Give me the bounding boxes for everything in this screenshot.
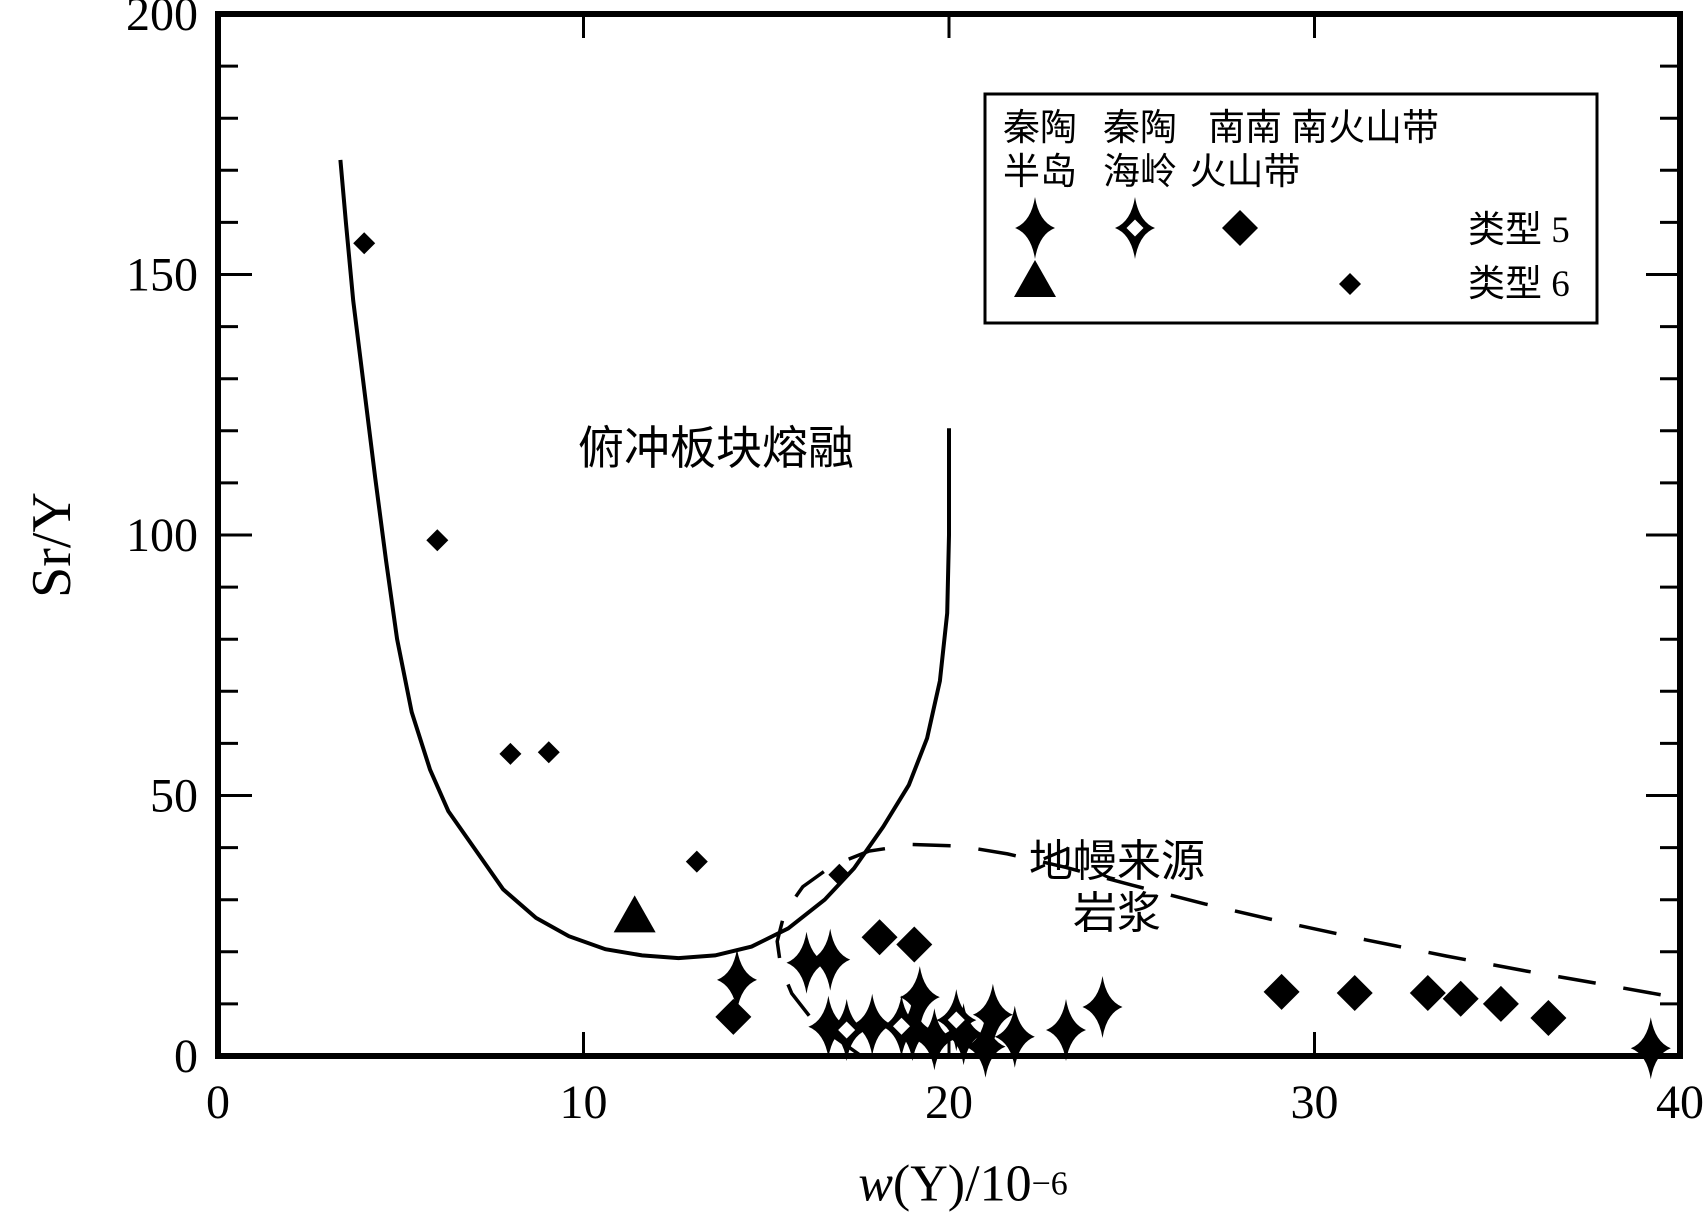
point-star-filled <box>717 948 757 1011</box>
legend-type6-label: 类型 6 <box>1468 264 1570 305</box>
point-diamond-large <box>1336 974 1373 1011</box>
legend-header: 半岛 <box>1003 151 1077 193</box>
point-star-open-center <box>1126 219 1144 237</box>
x-tick-label: 40 <box>1656 1076 1704 1129</box>
legend-type5-label: 类型 5 <box>1468 210 1570 251</box>
point-diamond-large <box>1442 980 1479 1017</box>
legend-header: 南火山带 <box>1291 108 1439 149</box>
series-triangle <box>613 895 656 933</box>
mantle-field-label-line1: 地幔来源 <box>1029 837 1205 887</box>
point-star-filled <box>965 1015 1006 1078</box>
point-star-filled <box>808 995 849 1058</box>
point-diamond-large <box>1530 999 1567 1036</box>
point-star-open-center <box>892 1017 910 1035</box>
subduction-melt-curve <box>338 159 951 961</box>
point-star-filled <box>786 931 827 994</box>
y-tick-label: 200 <box>126 0 198 41</box>
legend-box <box>983 92 1599 325</box>
point-star-filled <box>852 993 893 1056</box>
x-tick-label: 30 <box>1291 1076 1339 1129</box>
legend-header: 秦陶 <box>1003 107 1077 149</box>
point-star-filled <box>994 1005 1035 1068</box>
point-diamond-small <box>537 741 560 764</box>
legend-star-filled-icon <box>1015 197 1055 259</box>
series-star-open <box>826 989 977 1061</box>
x-tick-label: 10 <box>560 1076 608 1129</box>
legend-diamond-small-icon <box>1339 273 1361 295</box>
point-star-open-center <box>838 1021 856 1039</box>
point-diamond-large <box>1263 973 1300 1010</box>
legend-header: 火山带 <box>1190 152 1301 193</box>
point-star-filled <box>810 928 851 991</box>
series-diamond-small <box>353 232 851 886</box>
point-diamond-small <box>426 529 449 552</box>
point-star-filled <box>972 983 1013 1046</box>
legend-triangle-icon <box>1014 260 1056 297</box>
point-diamond-small <box>828 863 851 886</box>
point-diamond-large <box>1409 974 1446 1011</box>
x-axis-title-rest: (Y)/10 <box>892 1155 1032 1213</box>
mantle-field-label-line2: 岩浆 <box>1073 889 1161 938</box>
y-tick-label: 0 <box>174 1030 198 1083</box>
point-star-filled <box>1630 1017 1671 1080</box>
point-star-filled <box>899 966 940 1029</box>
point-diamond-large <box>861 919 898 956</box>
point-diamond-small <box>499 742 522 765</box>
y-tick-label: 100 <box>126 509 198 562</box>
x-axis-title-symbol: w <box>858 1155 893 1213</box>
point-star-filled <box>943 1003 984 1066</box>
point-diamond-large <box>896 926 933 963</box>
point-star-filled <box>914 1008 955 1071</box>
point-star-open-center <box>947 1011 965 1029</box>
legend-diamond-large-icon <box>1222 210 1258 246</box>
point-diamond-small <box>353 232 376 255</box>
legend-header: 秦陶 <box>1103 107 1177 149</box>
y-tick-label: 150 <box>126 249 198 302</box>
subduction-field-label: 俯冲板块熔融 <box>578 423 854 474</box>
point-triangle <box>613 895 656 933</box>
point-diamond-large <box>1482 985 1519 1022</box>
x-tick-label: 0 <box>206 1076 230 1129</box>
y-tick-label: 50 <box>150 770 198 823</box>
point-diamond-small <box>685 850 708 873</box>
x-axis-title: w(Y)/10−6 <box>858 1155 1068 1214</box>
x-tick-label: 20 <box>925 1076 973 1129</box>
point-star-filled <box>1046 999 1086 1061</box>
mantle-field-label: 地幔来源 岩浆 <box>1029 836 1205 940</box>
legend-header: 海岭 <box>1103 152 1177 193</box>
point-diamond-large <box>715 998 752 1035</box>
x-axis-title-exponent: −6 <box>1031 1165 1068 1203</box>
legend-header: 南南 <box>1208 108 1282 149</box>
mantle-magma-curve <box>775 842 1666 1058</box>
y-axis-title: Sr/Y <box>21 492 83 598</box>
series-diamond-large <box>715 919 1567 1036</box>
point-star-filled <box>1082 976 1123 1038</box>
